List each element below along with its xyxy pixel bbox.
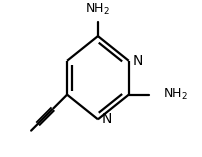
- Text: NH$_2$: NH$_2$: [85, 2, 110, 17]
- Text: N: N: [102, 112, 112, 126]
- Text: NH$_2$: NH$_2$: [163, 87, 188, 102]
- Text: N: N: [133, 54, 143, 68]
